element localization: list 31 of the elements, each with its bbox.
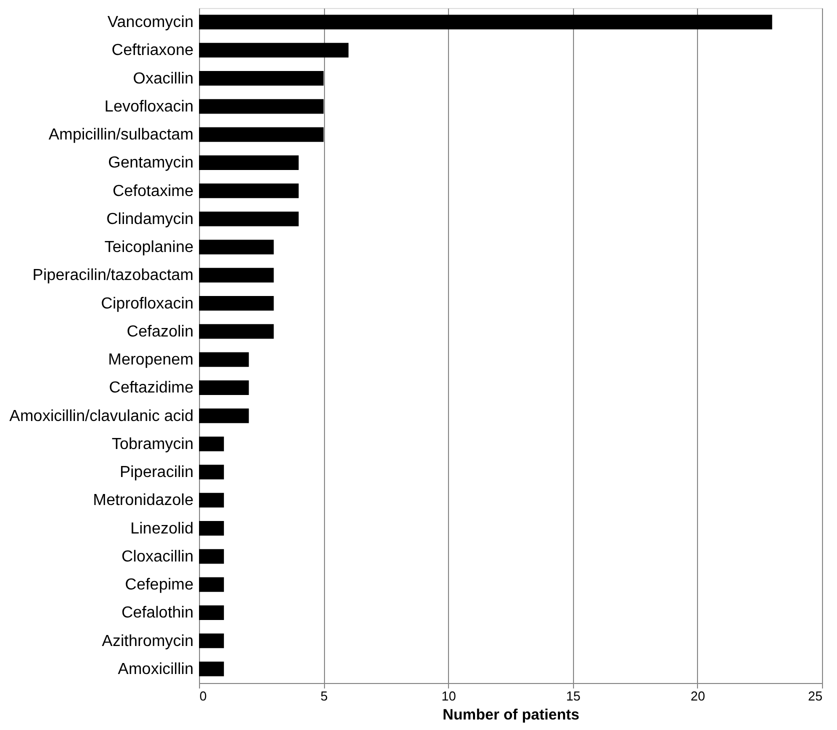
y-tick-label: Azithromycin (102, 632, 194, 650)
y-tick-label: Gentamycin (108, 154, 194, 172)
y-tick-label: Oxacillin (133, 70, 194, 88)
y-tick-label: Piperacilin (120, 464, 194, 482)
x-tick-label: 10 (441, 688, 456, 704)
x-tick-label: 0 (200, 688, 207, 704)
y-tick-label: Tobramycin (112, 436, 194, 453)
y-tick-label: Piperacilin/tazobactam (32, 267, 194, 284)
y-tick-label: Cefepime (125, 576, 194, 594)
x-tick-label: 5 (320, 688, 328, 704)
y-tick-label: Cefalothin (121, 604, 194, 622)
x-tick-label: 15 (566, 688, 581, 704)
y-tick-label: Cloxacillin (121, 548, 194, 566)
y-tick-label: Teicoplanine (104, 239, 194, 256)
x-tick-label: 25 (808, 688, 822, 704)
y-tick-label: Cefazolin (126, 323, 194, 340)
y-tick-label: Ampicillin/sulbactam (48, 126, 194, 144)
y-tick-label: Ceftriaxone (112, 42, 194, 60)
y-tick-label: Clindamycin (106, 210, 194, 228)
y-tick-label: Metronidazole (93, 492, 194, 510)
x-tick-label: 20 (690, 688, 706, 704)
y-tick-label: Levofloxacin (104, 98, 194, 116)
y-tick-label: Meropenem (108, 352, 194, 369)
y-tick-label: Ciprofloxacin (101, 295, 194, 312)
y-tick-label: Linezolid (130, 520, 194, 538)
y-tick-label: Amoxicillin/clavulanic acid (9, 408, 194, 425)
y-tick-label: Vancomycin (108, 14, 194, 32)
y-tick-label: Amoxicillin (118, 660, 194, 678)
y-tick-label: Ceftazidime (109, 380, 194, 397)
y-tick-label: Cefotaxime (112, 182, 194, 200)
x-axis-title: Number of patients (442, 706, 580, 724)
